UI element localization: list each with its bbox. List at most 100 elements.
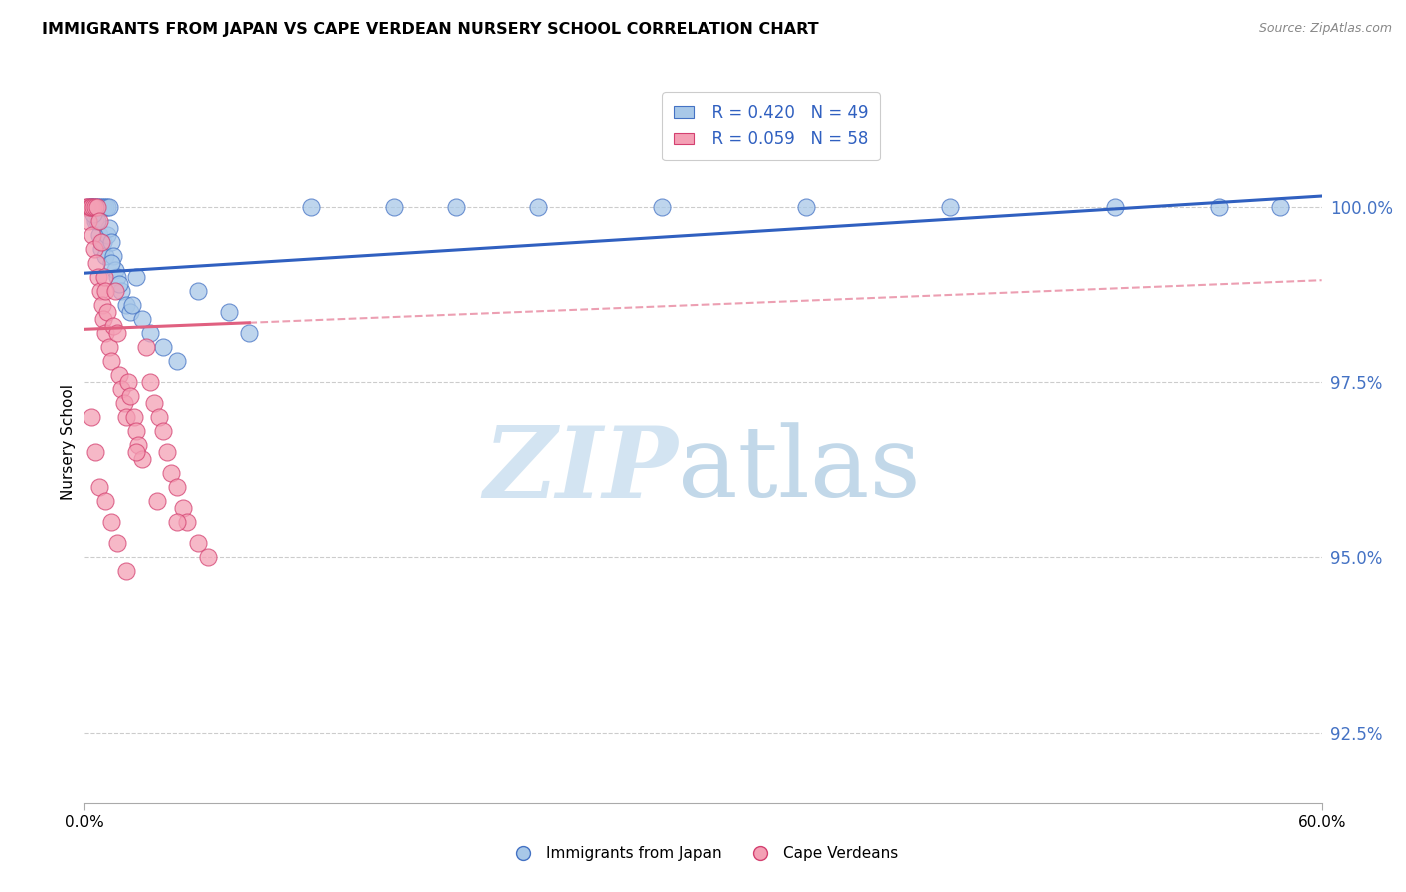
Point xyxy=(98,200,121,214)
Point xyxy=(122,409,145,424)
Point xyxy=(98,340,121,354)
Point xyxy=(83,242,105,256)
Point xyxy=(939,200,962,214)
Point xyxy=(139,375,162,389)
Point xyxy=(96,227,118,242)
Point xyxy=(90,235,112,249)
Point xyxy=(86,200,108,214)
Point xyxy=(131,452,153,467)
Y-axis label: Nursery School: Nursery School xyxy=(60,384,76,500)
Point xyxy=(90,298,112,312)
Point xyxy=(148,409,170,424)
Point xyxy=(125,445,148,459)
Point xyxy=(83,445,105,459)
Point xyxy=(125,269,148,284)
Point xyxy=(87,269,110,284)
Point xyxy=(172,501,194,516)
Point xyxy=(166,354,188,368)
Point xyxy=(87,480,110,494)
Point xyxy=(79,200,101,214)
Point xyxy=(299,200,322,214)
Point xyxy=(103,318,125,333)
Point xyxy=(91,200,114,214)
Point xyxy=(91,311,114,326)
Point xyxy=(75,200,97,214)
Point xyxy=(79,200,101,214)
Point xyxy=(1208,200,1230,214)
Point xyxy=(112,396,135,410)
Point xyxy=(104,284,127,298)
Point xyxy=(87,227,110,242)
Point xyxy=(117,375,139,389)
Point xyxy=(87,213,110,227)
Point xyxy=(105,326,128,340)
Point xyxy=(218,305,240,319)
Point xyxy=(80,227,103,242)
Point xyxy=(100,515,122,529)
Point xyxy=(108,277,131,291)
Point xyxy=(110,284,132,298)
Point xyxy=(125,424,148,438)
Point xyxy=(382,200,405,214)
Point xyxy=(238,326,260,340)
Point xyxy=(86,200,108,214)
Point xyxy=(82,206,104,220)
Point xyxy=(79,409,101,424)
Point xyxy=(94,200,117,214)
Point xyxy=(108,368,131,382)
Point xyxy=(100,255,122,269)
Point xyxy=(76,200,98,214)
Point xyxy=(91,235,114,249)
Point xyxy=(166,480,188,494)
Point xyxy=(83,200,105,214)
Point xyxy=(527,200,550,214)
Point xyxy=(651,200,673,214)
Point xyxy=(118,389,141,403)
Point xyxy=(82,200,104,214)
Point xyxy=(152,340,174,354)
Point xyxy=(145,494,167,508)
Point xyxy=(1104,200,1126,214)
Point xyxy=(100,354,122,368)
Point xyxy=(197,550,219,565)
Point xyxy=(89,284,111,298)
Point xyxy=(135,340,157,354)
Point xyxy=(84,255,107,269)
Text: atlas: atlas xyxy=(678,423,921,518)
Point xyxy=(100,235,122,249)
Point xyxy=(160,466,183,480)
Point xyxy=(121,298,143,312)
Point xyxy=(94,284,117,298)
Point xyxy=(93,269,115,284)
Point xyxy=(79,200,101,214)
Point xyxy=(105,536,128,550)
Point xyxy=(79,200,101,214)
Text: Source: ZipAtlas.com: Source: ZipAtlas.com xyxy=(1258,22,1392,36)
Point xyxy=(86,213,108,227)
Point xyxy=(176,515,198,529)
Point xyxy=(444,200,467,214)
Point xyxy=(90,242,112,256)
Point xyxy=(114,564,136,578)
Text: ZIP: ZIP xyxy=(484,422,678,518)
Legend: Immigrants from Japan, Cape Verdeans: Immigrants from Japan, Cape Verdeans xyxy=(502,840,904,867)
Point xyxy=(77,213,100,227)
Point xyxy=(110,382,132,396)
Point xyxy=(143,396,166,410)
Point xyxy=(1270,200,1292,214)
Point xyxy=(166,515,188,529)
Point xyxy=(94,249,117,263)
Point xyxy=(187,536,209,550)
Point xyxy=(94,494,117,508)
Point xyxy=(127,438,149,452)
Point xyxy=(98,220,121,235)
Point xyxy=(103,249,125,263)
Point xyxy=(794,200,817,214)
Point xyxy=(77,200,100,214)
Point xyxy=(90,200,112,214)
Point xyxy=(139,326,162,340)
Point xyxy=(104,262,127,277)
Point xyxy=(87,200,110,214)
Point xyxy=(114,409,136,424)
Point xyxy=(82,200,104,214)
